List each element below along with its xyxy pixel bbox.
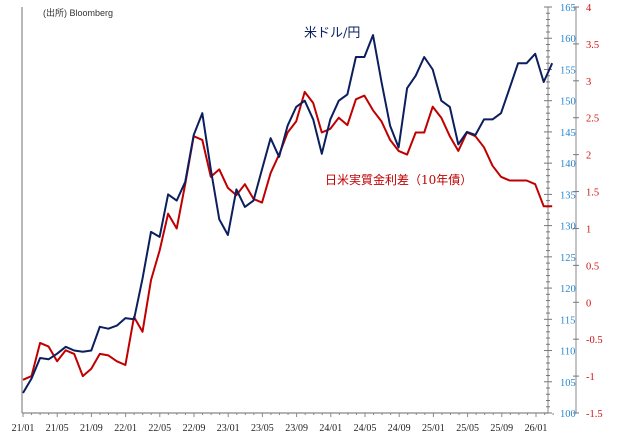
left-tick-label: 140	[560, 159, 576, 170]
x-tick-label: 21/01	[12, 423, 35, 434]
x-tick-label: 25/05	[456, 423, 479, 434]
left-tick-label: 165	[560, 3, 576, 14]
right-tick-label: 1.5	[586, 188, 599, 199]
x-tick-label: 24/09	[388, 423, 411, 434]
right-tick-label: 1	[586, 224, 591, 235]
x-tick-label: 23/09	[285, 423, 308, 434]
left-tick-label: 150	[560, 97, 576, 108]
usdjpy-line	[22, 34, 554, 394]
right-tick-label: -0.5	[586, 335, 603, 346]
left-tick-label: 155	[560, 65, 576, 76]
left-tick-label: 115	[560, 315, 575, 326]
left-tick-label: 145	[560, 128, 576, 139]
x-tick-label: 23/01	[217, 423, 240, 434]
x-tick-label: 21/05	[46, 423, 69, 434]
left-tick-label: 120	[560, 284, 576, 295]
x-tick-label: 22/05	[148, 423, 171, 434]
left-tick-label: 135	[560, 190, 576, 201]
right-tick-label: 0	[586, 298, 591, 309]
left-tick-label: 110	[560, 347, 575, 358]
annotation-real-rate-spread: 日米実質金利差（10年債）	[325, 172, 472, 187]
left-tick-label: 100	[560, 409, 576, 420]
x-tick-label: 23/05	[251, 423, 274, 434]
x-tick-label: 22/01	[114, 423, 137, 434]
left-tick-label: 125	[560, 253, 576, 264]
right-tick-label: 2.5	[586, 114, 599, 125]
axes: 1001051101151201251301351401451501551601…	[12, 3, 603, 434]
annotation-usdjpy: 米ドル/円	[304, 26, 360, 41]
x-tick-label: 22/09	[183, 423, 206, 434]
left-tick-label: 130	[560, 222, 576, 233]
x-tick-label: 24/01	[319, 423, 342, 434]
right-tick-label: 0.5	[586, 261, 599, 272]
right-tick-label: 2	[586, 151, 591, 162]
left-tick-label: 160	[560, 34, 576, 45]
source-label: (出所) Bloomberg	[43, 7, 113, 18]
series-lines	[22, 34, 554, 394]
x-tick-label: 25/01	[422, 423, 445, 434]
x-tick-label: 26/01	[525, 423, 548, 434]
right-tick-label: 3	[586, 77, 591, 88]
right-tick-label: 4	[586, 3, 592, 14]
real-rate-spread-line	[22, 90, 553, 381]
x-tick-label: 24/05	[354, 423, 377, 434]
right-tick-label: -1	[586, 372, 595, 383]
x-tick-label: 25/09	[490, 423, 513, 434]
left-tick-label: 105	[560, 378, 576, 389]
x-tick-label: 21/09	[80, 423, 103, 434]
right-tick-label: 3.5	[586, 40, 599, 51]
right-tick-label: -1.5	[586, 409, 603, 420]
